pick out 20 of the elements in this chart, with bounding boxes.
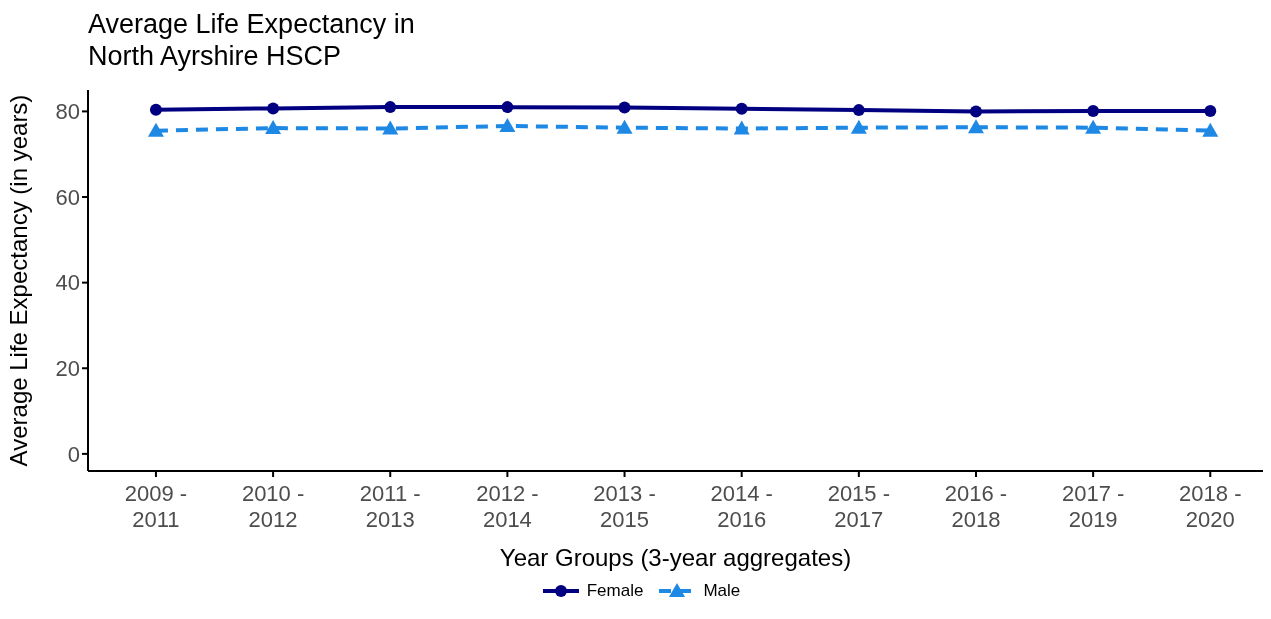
y-tick-label: 0 <box>67 441 80 467</box>
y-axis-title: Average Life Expectancy (in years) <box>4 94 32 467</box>
x-tick-label: 2017 - 2019 <box>1061 481 1125 532</box>
legend-label: Female <box>586 581 644 601</box>
y-tick-label: 60 <box>55 184 80 210</box>
chart-title: Average Life Expectancy in North Ayrshire HSCP <box>88 8 416 72</box>
x-tick-label: 2010 - 2012 <box>241 481 305 532</box>
x-tick-label: 2012 - 2014 <box>476 481 539 532</box>
x-tick-label: 2015 - 2017 <box>827 481 891 532</box>
x-tick-label: 2013 - 2015 <box>593 481 656 532</box>
x-axis-title: Year Groups (3-year aggregates) <box>499 544 852 572</box>
x-tick-label: 2016 - 2018 <box>944 481 1008 532</box>
x-tick-label: 2018 - 2020 <box>1179 481 1242 532</box>
x-tick-label: 2011 - 2013 <box>359 481 421 532</box>
y-tick-label: 40 <box>55 270 80 296</box>
y-tick-label: 20 <box>55 356 80 382</box>
legend-label: Male <box>703 581 741 601</box>
x-tick-label: 2014 - 2016 <box>710 481 773 532</box>
y-tick-label: 80 <box>55 99 80 125</box>
x-tick-label: 2009 - 2011 <box>124 481 188 532</box>
